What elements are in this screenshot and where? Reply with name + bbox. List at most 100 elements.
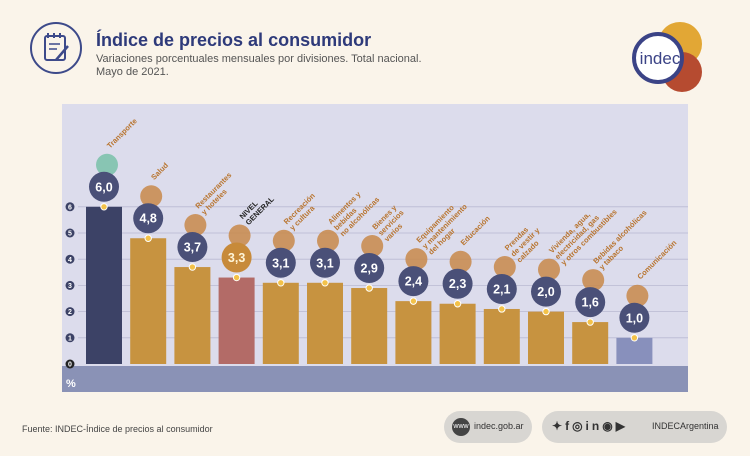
social-handle: INDECArgentina (652, 421, 719, 431)
y-tick-marker (65, 228, 75, 238)
bar (395, 301, 432, 364)
bar (351, 288, 388, 364)
bar-top-dot (321, 279, 329, 287)
bar (616, 337, 653, 364)
document-edit-icon (30, 22, 82, 74)
value-badge (531, 276, 561, 307)
bar-top-dot (232, 273, 241, 282)
bar (174, 267, 211, 364)
bar-top-dot (188, 263, 197, 271)
bar-top-dot (542, 307, 550, 316)
bar-top-dot (498, 305, 506, 313)
website-link[interactable]: www indec.gob.ar (444, 411, 532, 443)
bar-top-dot (630, 334, 639, 342)
subtitle-line-2: Mayo de 2021. (96, 66, 169, 78)
value-badge (265, 247, 296, 278)
category-icon (140, 185, 163, 208)
y-tick-marker (65, 359, 75, 369)
bar (130, 238, 167, 364)
bar-top-dot (365, 284, 373, 292)
y-tick-marker (65, 333, 75, 343)
value-badge (89, 171, 119, 202)
y-tick-marker (65, 254, 75, 264)
value-badge (354, 253, 385, 284)
y-tick-label: 0 (68, 362, 72, 369)
page-title: Índice de precios al consumidor (96, 30, 372, 50)
social-icons: ✦f◎in◉▶ (552, 419, 628, 433)
y-tick-label: 4 (68, 257, 72, 264)
bar (528, 311, 564, 364)
logo-text: indec (640, 49, 681, 68)
social-links[interactable]: ✦f◎in◉▶ INDECArgentina (542, 411, 727, 443)
value-badge (398, 266, 429, 297)
axis-band (62, 366, 688, 392)
value-badge (486, 273, 517, 304)
indec-logo: indec (628, 20, 708, 96)
bar (483, 308, 520, 364)
value-badge (619, 302, 650, 333)
source-note: Fuente: INDEC-Índice de precios al consu… (22, 424, 213, 434)
facebook-icon[interactable]: f (565, 419, 573, 433)
value-label: 1,0 (626, 311, 643, 325)
y-tick-marker (65, 280, 75, 290)
instagram-icon[interactable]: ◎ (572, 419, 586, 433)
website-text: indec.gob.ar (474, 421, 524, 431)
bar-top-dot (453, 300, 462, 308)
value-label: 3,1 (272, 256, 289, 270)
subtitle-line-1: Variaciones porcentuales mensuales por d… (96, 53, 422, 65)
value-label: 2,9 (361, 262, 378, 276)
category-icon (228, 224, 251, 247)
value-label: 3,3 (228, 251, 245, 265)
y-tick-label: 2 (68, 309, 72, 316)
bar-top-dot (144, 234, 152, 242)
bar-top-dot (100, 203, 108, 211)
y-axis-unit: % (66, 378, 76, 390)
y-tick-label: 1 (68, 335, 72, 342)
bar-top-dot (277, 279, 285, 287)
value-label: 4,8 (140, 212, 157, 226)
value-label: 2,4 (405, 275, 422, 289)
value-badge (442, 268, 473, 299)
y-tick-label: 5 (68, 231, 72, 238)
bar-chart: % 0 1 2 3 4 5 6 6,0 4,8 3,7 3,3 3,1 3,1 2,9 2,4 2,3 2,1… (62, 104, 688, 392)
y-tick-label: 6 (68, 204, 72, 211)
category-icon (538, 258, 560, 281)
value-label: 2,1 (493, 282, 510, 296)
category-icon (626, 284, 649, 307)
category-icon (493, 255, 516, 278)
value-label: 3,7 (184, 241, 201, 255)
value-label: 3,1 (316, 256, 333, 270)
category-icon (184, 214, 207, 237)
value-label: 1,6 (582, 296, 599, 310)
linkedin-icon[interactable]: in (585, 419, 603, 433)
bar-top-dot (586, 318, 594, 326)
y-tick-marker (65, 307, 75, 317)
youtube-icon[interactable]: ▶ (615, 419, 628, 433)
header: Índice de precios al consumidor Variacio… (0, 0, 750, 100)
bar (218, 277, 255, 364)
bar (307, 282, 343, 364)
y-tick-label: 3 (68, 283, 72, 290)
bar (572, 322, 609, 364)
bar-top-dot (409, 297, 418, 305)
bar (262, 282, 299, 364)
category-icon (582, 269, 605, 292)
value-label: 6,0 (95, 180, 112, 194)
spotify-icon[interactable]: ◉ (602, 419, 616, 433)
value-label: 2,3 (449, 277, 466, 291)
value-badge (575, 287, 606, 318)
page-subtitle: Variaciones porcentuales mensuales por d… (96, 53, 496, 79)
value-badge (133, 203, 164, 234)
value-badge (310, 247, 340, 278)
category-icon (96, 153, 118, 176)
category-icon (405, 248, 428, 271)
twitter-icon[interactable]: ✦ (552, 419, 566, 433)
value-badge (177, 232, 208, 263)
bar (86, 206, 122, 364)
web-icon: www (452, 418, 470, 436)
value-label: 2,0 (537, 285, 554, 299)
category-icon (317, 229, 339, 252)
y-tick-marker (65, 202, 75, 212)
category-icon (361, 235, 384, 258)
bar (439, 303, 476, 364)
